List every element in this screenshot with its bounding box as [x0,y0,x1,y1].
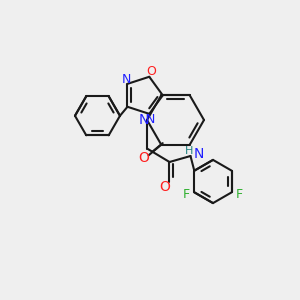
Text: H: H [184,146,193,156]
Text: N: N [194,148,205,161]
Text: N: N [146,113,155,126]
Text: O: O [160,180,170,194]
Text: F: F [183,188,190,201]
Text: O: O [146,65,156,78]
Text: O: O [138,151,148,165]
Text: N: N [138,113,148,127]
Text: F: F [236,188,243,201]
Text: N: N [121,73,131,86]
